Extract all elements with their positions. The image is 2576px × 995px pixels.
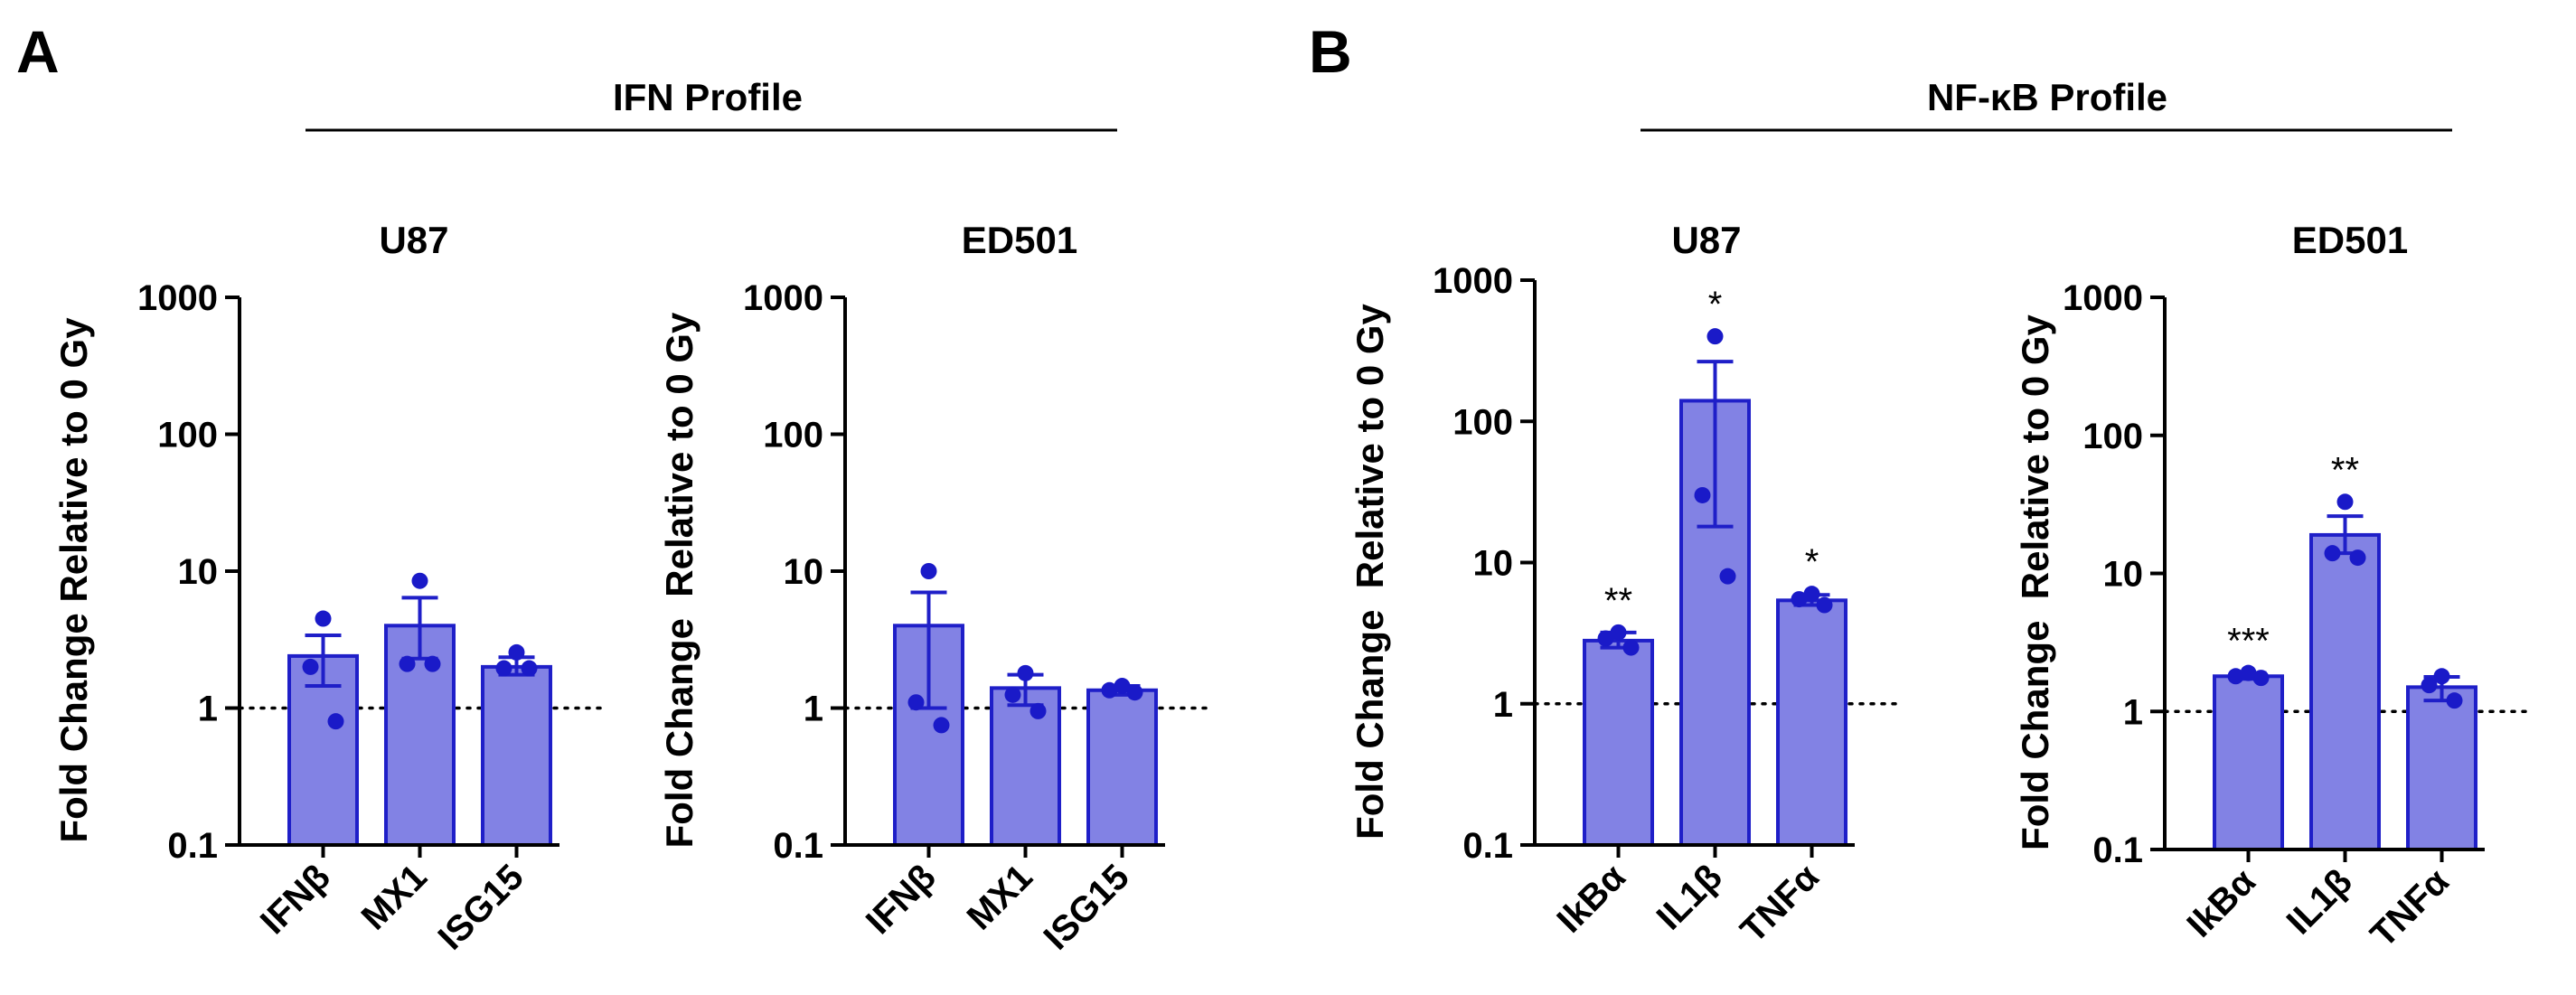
data-point xyxy=(2252,670,2270,687)
category-label: TNFα xyxy=(2363,861,2457,955)
y-tick-label: 1000 xyxy=(137,278,218,318)
data-point xyxy=(933,717,950,734)
data-point xyxy=(1622,639,1640,656)
significance-label: ** xyxy=(1604,581,1632,621)
data-point xyxy=(2240,664,2257,681)
y-tick-label: 1000 xyxy=(743,278,823,318)
data-point xyxy=(2349,549,2366,567)
data-point xyxy=(302,658,319,675)
data-point xyxy=(920,563,937,579)
data-point xyxy=(411,572,428,589)
data-point xyxy=(2433,668,2450,685)
bar xyxy=(2309,532,2381,852)
panel-b-letter: B xyxy=(1309,18,1352,85)
data-point xyxy=(1610,624,1627,641)
y-tick-label: 0.1 xyxy=(1462,826,1513,866)
data-point xyxy=(907,694,925,711)
chart-title: ED501 xyxy=(2292,219,2408,261)
category-label: IFNβ xyxy=(253,857,338,942)
bar xyxy=(384,624,456,847)
y-tick-label: 10 xyxy=(2103,555,2144,595)
chart-title: U87 xyxy=(1671,219,1741,261)
data-point xyxy=(315,610,332,627)
category-label: TNFα xyxy=(1733,857,1827,951)
data-point xyxy=(1803,586,1820,603)
data-point xyxy=(424,655,441,672)
category-label: MX1 xyxy=(354,857,435,937)
data-point xyxy=(2421,677,2438,694)
y-tick-label: 1 xyxy=(1493,685,1513,725)
category-label: IL1β xyxy=(2280,861,2360,942)
data-point xyxy=(1114,678,1131,695)
y-tick-label: 100 xyxy=(2082,417,2143,456)
bar xyxy=(1086,688,1158,848)
y-axis-label: Fold Change Relative to 0 Gy xyxy=(658,312,700,848)
data-point xyxy=(1101,681,1118,699)
bar xyxy=(2406,685,2477,851)
y-tick-label: 1 xyxy=(804,690,823,729)
bar xyxy=(2213,674,2284,852)
y-tick-label: 10 xyxy=(1473,544,1514,584)
data-point xyxy=(1719,568,1736,585)
y-tick-label: 0.1 xyxy=(167,826,218,866)
data-point xyxy=(2324,545,2341,562)
data-point xyxy=(508,643,525,661)
data-point xyxy=(1791,591,1808,608)
y-tick-label: 1 xyxy=(2123,692,2143,732)
category-label: IL1β xyxy=(1650,857,1730,937)
category-label: IkBα xyxy=(1549,857,1633,941)
y-tick-label: 0.1 xyxy=(2092,831,2143,870)
y-axis-label: Fold Change Relative to 0 Gy xyxy=(52,317,95,843)
data-point xyxy=(2446,692,2463,709)
ifn-profile-title: IFN Profile xyxy=(613,76,803,118)
significance-label: *** xyxy=(2227,622,2270,662)
y-tick-label: 1000 xyxy=(2063,278,2143,318)
nfkb-profile-title: NF-κB Profile xyxy=(1927,76,2167,118)
bar xyxy=(1583,638,1654,847)
data-point xyxy=(521,660,538,677)
y-axis-label: Fold Change Relative to 0 Gy xyxy=(2014,314,2056,850)
data-point xyxy=(2227,668,2244,685)
data-point xyxy=(1017,664,1034,681)
y-tick-label: 1000 xyxy=(1433,261,1513,301)
y-tick-label: 1 xyxy=(198,690,218,729)
data-point xyxy=(495,660,512,677)
significance-label: * xyxy=(1708,285,1723,324)
y-tick-label: 10 xyxy=(178,552,219,592)
category-label: IkBα xyxy=(2179,861,2263,945)
y-tick-label: 100 xyxy=(1453,402,1513,442)
category-label: IFNβ xyxy=(859,857,944,942)
data-point xyxy=(327,713,344,730)
data-point xyxy=(399,655,416,672)
category-label: ISG15 xyxy=(1037,857,1137,957)
data-point xyxy=(1706,328,1724,345)
y-tick-label: 10 xyxy=(784,552,824,592)
data-point xyxy=(2336,493,2354,511)
data-point xyxy=(1597,630,1614,647)
chart-nfkb-ed501: *** IkBα ** IL1β TNFα 0.1 1 10 100 1000 ED501 Fold … xyxy=(2014,219,2532,955)
y-tick-label: 100 xyxy=(763,416,823,455)
chart-title: U87 xyxy=(379,219,448,261)
data-point xyxy=(1816,596,1833,614)
significance-label: * xyxy=(1805,542,1819,582)
data-point xyxy=(1694,486,1711,503)
bar xyxy=(1776,598,1847,847)
y-tick-label: 0.1 xyxy=(773,826,823,866)
chart-title: ED501 xyxy=(962,219,1077,261)
category-label: MX1 xyxy=(960,857,1040,937)
panel-a-letter: A xyxy=(16,18,60,85)
category-label: ISG15 xyxy=(431,857,531,957)
data-point xyxy=(1126,684,1143,701)
y-axis-label: Fold Change Relative to 0 Gy xyxy=(1349,303,1391,839)
data-point xyxy=(1004,686,1021,703)
y-tick-label: 100 xyxy=(157,416,218,455)
bar xyxy=(990,686,1061,847)
data-point xyxy=(1029,702,1047,719)
bar xyxy=(481,664,552,848)
chart-nfkb-u87: ** IkBα * IL1β * TNFα 0.1 1 10 100 1000 U87 Fold Cha… xyxy=(1349,219,1902,951)
significance-label: ** xyxy=(2331,450,2359,490)
